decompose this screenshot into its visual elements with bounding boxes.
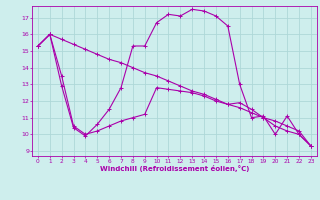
X-axis label: Windchill (Refroidissement éolien,°C): Windchill (Refroidissement éolien,°C): [100, 165, 249, 172]
